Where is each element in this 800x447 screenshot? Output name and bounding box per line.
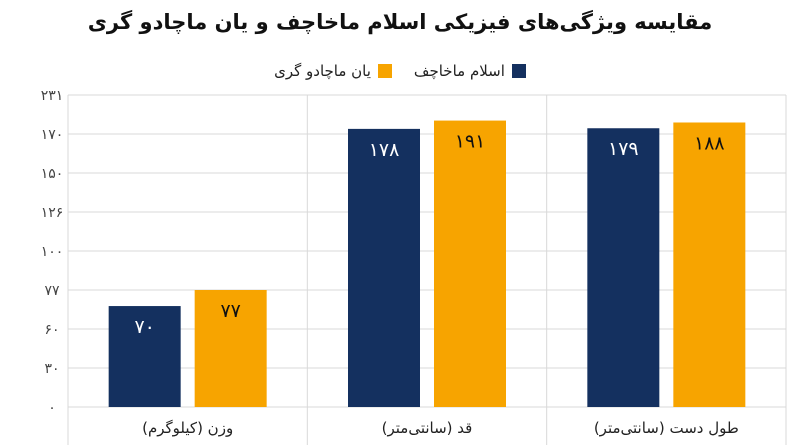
bar-value-label: ۷۰ [134, 316, 154, 338]
y-tick-label: ۷۷ [44, 283, 60, 299]
bar-value-label: ۱۹۱ [455, 131, 486, 153]
y-tick-label: ۰ [48, 400, 56, 416]
legend-label-makhachev: اسلام ماخاچف [413, 62, 505, 80]
y-tick-label: ۲۳۱ [41, 88, 64, 104]
bar [108, 306, 181, 407]
bar [587, 128, 660, 407]
legend-item-machado-garry: یان ماچادو گری [274, 62, 392, 80]
category-label: قد (سانتی‌متر) [382, 419, 473, 437]
y-tick-label: ۶۰ [44, 322, 59, 338]
y-tick-label: ۱۲۶ [41, 205, 64, 221]
bar [194, 290, 267, 407]
bar-value-label: ۱۷۸ [369, 139, 400, 161]
y-tick-label: ۱۵۰ [41, 166, 64, 182]
y-tick-label: ۳۰ [44, 361, 59, 377]
bar [348, 128, 420, 407]
chart-legend: اسلام ماخاچف یان ماچادو گری [0, 62, 800, 80]
bar [673, 122, 746, 407]
y-tick-label: ۱۷۰ [41, 127, 64, 143]
bar-value-label: ۷۷ [220, 300, 240, 322]
chart-title: مقایسه ویژگی‌های فیزیکی اسلام ماخاچف و ی… [87, 10, 713, 34]
bar-value-label: ۱۸۸ [694, 132, 725, 154]
legend-item-makhachev: اسلام ماخاچف [414, 62, 526, 80]
category-label: طول دست (سانتی‌متر) [594, 419, 739, 437]
legend-swatch-machado-garry [377, 64, 392, 78]
bar-value-label: ۱۷۹ [608, 138, 639, 160]
category-label: وزن (کیلوگرم) [142, 419, 233, 437]
y-tick-label: ۱۰۰ [41, 244, 64, 260]
legend-swatch-makhachev [511, 64, 526, 78]
legend-label-machado-garry: یان ماچادو گری [274, 62, 371, 80]
bar [434, 120, 506, 408]
